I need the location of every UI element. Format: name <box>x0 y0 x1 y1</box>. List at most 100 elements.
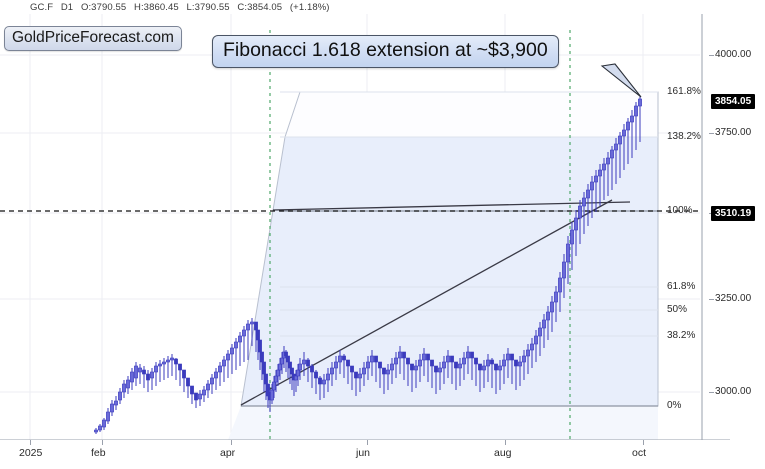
candle-body <box>622 129 626 137</box>
candle-body <box>582 197 586 207</box>
price-tick-mark <box>709 55 714 56</box>
open-value: O:3790.55 <box>80 2 127 13</box>
candle-body <box>288 361 292 369</box>
candle-body <box>230 347 234 355</box>
candle-body <box>530 343 534 351</box>
candle-body <box>394 357 398 365</box>
candle-body <box>276 369 280 377</box>
candle-body <box>106 411 110 422</box>
candle-body <box>630 115 634 123</box>
candle-body <box>142 369 146 375</box>
candle-body <box>198 393 202 400</box>
candle-body <box>410 363 414 371</box>
change-percent: (+1.18%) <box>289 2 330 13</box>
candle-body <box>278 363 282 371</box>
candle-body <box>296 369 300 377</box>
candle-body <box>174 358 178 365</box>
candle-body <box>502 359 506 367</box>
candle-body <box>126 379 130 389</box>
candle-body <box>454 361 458 369</box>
date-tick-mark <box>505 440 506 445</box>
candle-body <box>426 353 430 361</box>
candle-body <box>330 367 334 375</box>
candle-body <box>170 357 174 361</box>
candle-body <box>158 363 162 367</box>
ohlc-header: GC.F D1 O:3790.55 H:3860.45 L:3790.55 C:… <box>30 2 335 13</box>
fib-band-upper <box>284 91 659 138</box>
candle-body <box>402 351 406 359</box>
candle-body <box>118 391 122 401</box>
candle-body <box>430 359 434 367</box>
candle-body <box>194 392 198 401</box>
candle-body <box>266 383 270 397</box>
candle-body <box>526 349 530 357</box>
candle-body <box>122 383 126 393</box>
candle-body <box>490 359 494 365</box>
candle-body <box>262 361 266 375</box>
candle-body <box>462 357 466 365</box>
fib-100-price-tag: 3510.19 <box>711 206 756 221</box>
date-tick-mark <box>367 440 368 445</box>
candle-body <box>398 351 402 359</box>
candle-body <box>222 359 226 367</box>
candle-body <box>390 363 394 371</box>
fib-level-label: 161.8% <box>667 86 701 97</box>
annotation-callout: Fibonacci 1.618 extension at ~$3,900 <box>212 35 559 68</box>
date-tick-mark <box>231 440 232 445</box>
candle-body <box>354 371 358 379</box>
fib-band-below <box>228 406 658 440</box>
candle-body <box>458 363 462 369</box>
candle-body <box>438 367 442 373</box>
candle-body <box>346 359 350 367</box>
candle-body <box>418 359 422 367</box>
candle-body <box>178 363 182 371</box>
candle-body <box>358 373 362 379</box>
date-tick-label: aug <box>494 447 512 459</box>
candle-body <box>422 353 426 361</box>
candle-body <box>326 373 330 381</box>
candle-body <box>98 425 102 431</box>
price-tick-mark <box>709 133 714 134</box>
candle-body <box>570 229 574 245</box>
candle-body <box>134 365 138 379</box>
candle-body <box>110 403 114 413</box>
candle-body <box>146 373 150 381</box>
plot-area <box>0 14 730 440</box>
candle-body <box>202 389 206 396</box>
candle-body <box>586 189 590 199</box>
candle-body <box>550 301 554 313</box>
candle-body <box>494 363 498 371</box>
candle-body <box>594 175 598 183</box>
date-tick-mark <box>30 440 31 445</box>
candle-body <box>446 355 450 363</box>
candle-body <box>310 365 314 373</box>
candle-body <box>434 365 438 373</box>
candle-body <box>498 365 502 371</box>
candle-body <box>366 361 370 369</box>
date-tick-label: apr <box>220 447 236 459</box>
candle-body <box>166 359 170 363</box>
candle-body <box>590 181 594 191</box>
candle-body <box>138 367 142 373</box>
candle-body <box>522 355 526 363</box>
candle-body <box>242 329 246 337</box>
candle-body <box>258 339 262 353</box>
date-tick-label: 2025 <box>19 447 43 459</box>
fib-level-label: 138.2% <box>667 131 701 142</box>
candle-body <box>466 351 470 359</box>
candle-body <box>334 361 338 369</box>
candle-body <box>186 377 190 387</box>
date-tick-mark <box>102 440 103 445</box>
candle-body <box>566 243 570 263</box>
low-value: L:3790.55 <box>186 2 230 13</box>
candle-body <box>338 355 342 363</box>
close-value: C:3854.05 <box>237 2 283 13</box>
candle-body <box>506 353 510 361</box>
candle-body <box>450 355 454 363</box>
candle-body <box>610 149 614 159</box>
candle-body <box>162 361 166 365</box>
candle-body <box>210 377 214 385</box>
candle-body <box>264 373 268 385</box>
candle-body <box>574 217 578 231</box>
